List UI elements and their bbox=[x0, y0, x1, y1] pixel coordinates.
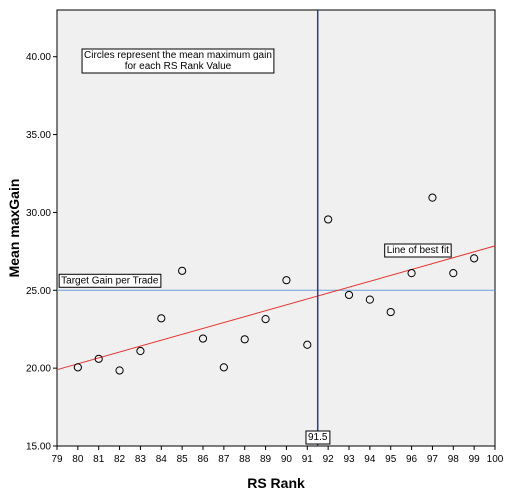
y-tick-label: 15.00 bbox=[26, 442, 51, 453]
x-tick-label: 87 bbox=[218, 454, 230, 465]
x-tick-label: 84 bbox=[156, 454, 168, 465]
cutoff-value-label-text: 91.5 bbox=[308, 432, 328, 443]
x-tick-label: 91 bbox=[302, 454, 314, 465]
x-tick-label: 83 bbox=[135, 454, 147, 465]
x-tick-label: 79 bbox=[51, 454, 63, 465]
annotation-note-text: Circles represent the mean maximum gain bbox=[84, 50, 272, 61]
data-point bbox=[136, 346, 145, 356]
y-tick-label: 35.00 bbox=[26, 130, 51, 141]
cutoff-value-label: 91.5 bbox=[305, 430, 331, 445]
x-axis-title: RS Rank bbox=[247, 475, 305, 491]
x-tick-label: 97 bbox=[427, 454, 439, 465]
x-tick-label: 88 bbox=[239, 454, 251, 465]
best-fit-label: Line of best fit bbox=[384, 243, 452, 258]
x-tick-label: 95 bbox=[385, 454, 397, 465]
data-point bbox=[428, 193, 437, 202]
data-point bbox=[470, 254, 479, 263]
x-tick-label: 81 bbox=[93, 454, 105, 465]
x-tick-label: 89 bbox=[260, 454, 272, 465]
x-tick-label: 90 bbox=[281, 454, 293, 465]
x-tick-label: 96 bbox=[406, 454, 418, 465]
cutoff-value-label-box bbox=[305, 430, 331, 445]
data-point bbox=[73, 363, 82, 372]
x-tick-label: 86 bbox=[197, 454, 209, 465]
data-point bbox=[324, 215, 333, 224]
data-point bbox=[115, 366, 124, 375]
data-point bbox=[219, 363, 228, 372]
target-gain-label-text: Target Gain per Trade bbox=[61, 275, 159, 286]
data-point bbox=[303, 340, 312, 349]
data-point bbox=[261, 314, 270, 324]
annotation-note: Circles represent the mean maximum gainf… bbox=[81, 48, 275, 74]
data-point bbox=[365, 295, 374, 304]
best-fit-label-box bbox=[384, 243, 452, 258]
data-point bbox=[344, 290, 354, 300]
target-gain-label: Target Gain per Trade bbox=[58, 273, 162, 288]
x-tick-label: 80 bbox=[72, 454, 84, 465]
best-fit-label-text: Line of best fit bbox=[387, 245, 449, 256]
annotation-note-text: for each RS Rank Value bbox=[125, 61, 232, 72]
data-point bbox=[94, 354, 103, 363]
data-point bbox=[198, 334, 208, 343]
x-tick-label: 82 bbox=[114, 454, 126, 465]
data-point bbox=[282, 276, 291, 285]
target-gain-label-box bbox=[58, 273, 162, 288]
x-tick-label: 85 bbox=[177, 454, 189, 465]
data-point bbox=[449, 269, 458, 278]
best-fit-line bbox=[56, 245, 496, 371]
x-tick-label: 92 bbox=[323, 454, 335, 465]
x-tick-label: 93 bbox=[343, 454, 355, 465]
y-tick-label: 25.00 bbox=[26, 286, 51, 297]
y-tick-label: 40.00 bbox=[26, 52, 51, 63]
data-point bbox=[178, 266, 187, 275]
y-axis-title: Mean maxGain bbox=[6, 179, 22, 278]
data-point bbox=[240, 335, 249, 344]
x-tick-label: 99 bbox=[469, 454, 481, 465]
data-point bbox=[386, 307, 395, 317]
x-tick-label: 98 bbox=[448, 454, 460, 465]
annotation-note-box bbox=[81, 48, 275, 74]
data-point bbox=[157, 314, 166, 323]
y-tick-label: 20.00 bbox=[26, 364, 51, 375]
plot-area bbox=[56, 9, 496, 447]
y-tick-label: 30.00 bbox=[26, 208, 51, 219]
data-point bbox=[407, 269, 416, 278]
x-tick-label: 94 bbox=[364, 454, 376, 465]
x-tick-label: 100 bbox=[487, 454, 504, 465]
